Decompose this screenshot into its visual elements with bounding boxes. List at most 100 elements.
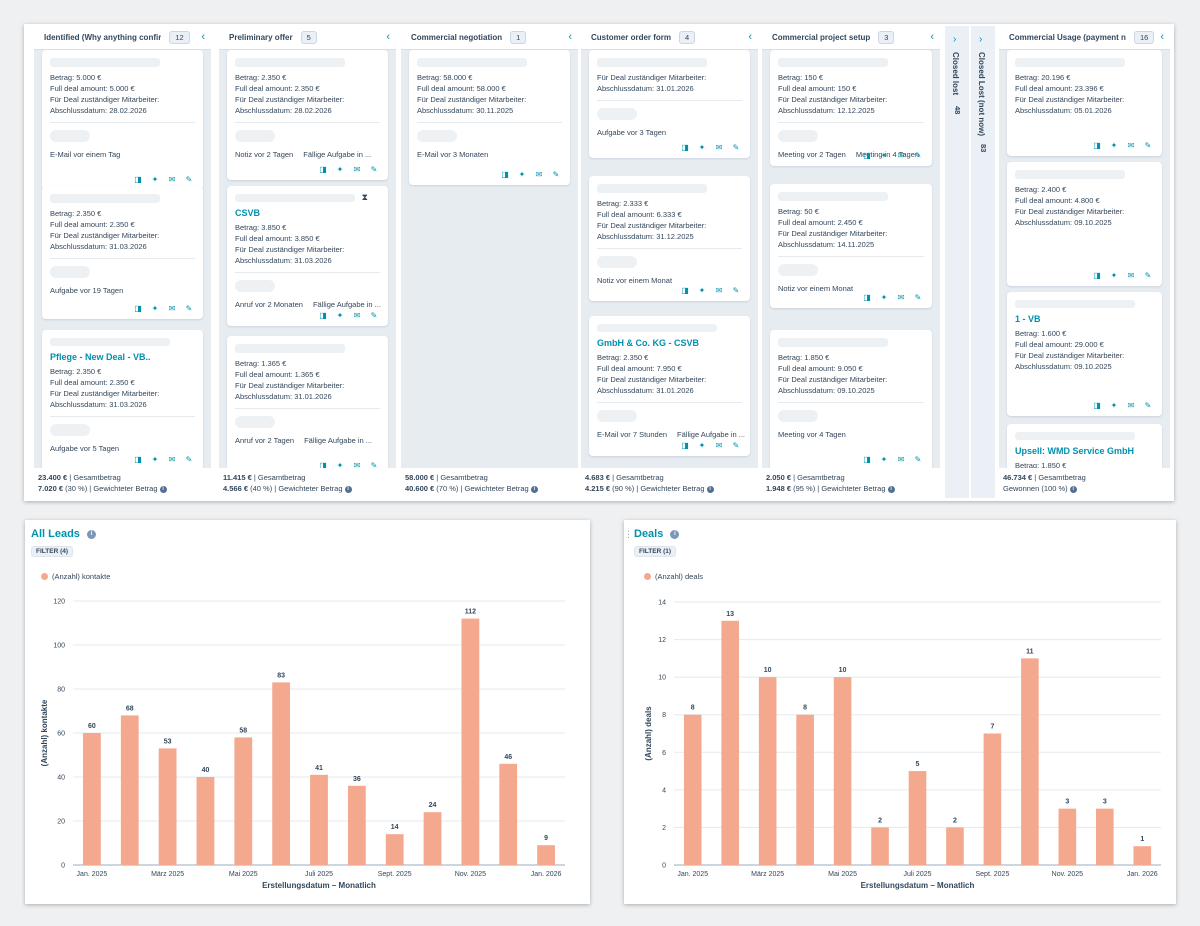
- email-icon[interactable]: ✉: [168, 455, 176, 464]
- deal-card[interactable]: Betrag: 1.365 € Full deal amount: 1.365 €…: [227, 336, 388, 468]
- edit-icon[interactable]: ✎: [370, 311, 378, 320]
- chart-bar[interactable]: [908, 771, 927, 865]
- chart-bar[interactable]: [983, 733, 1002, 866]
- expand-chevron-icon[interactable]: ›: [979, 34, 983, 45]
- deal-card[interactable]: Pflege - New Deal - VB.. Betrag: 2.350 € F…: [42, 330, 203, 468]
- email-icon[interactable]: ✉: [353, 165, 361, 174]
- deal-card[interactable]: 1 - VB Betrag: 1.600 € Full deal amount: 2…: [1007, 292, 1162, 416]
- column-header[interactable]: Commercial Usage (payment n 16 ‹: [999, 26, 1170, 50]
- email-icon[interactable]: ✉: [715, 441, 723, 450]
- deal-card[interactable]: Betrag: 2.333 € Full deal amount: 6.333 €…: [589, 176, 750, 301]
- deal-title-link[interactable]: CSVB: [235, 208, 261, 218]
- ai-assist-icon[interactable]: ✦: [336, 461, 344, 469]
- info-icon[interactable]: i: [159, 485, 167, 493]
- collapse-chevron-icon[interactable]: ‹: [748, 31, 752, 43]
- preview-icon[interactable]: ◨: [1093, 141, 1101, 150]
- deal-card[interactable]: Betrag: 2.400 € Full deal amount: 4.800 €…: [1007, 162, 1162, 286]
- ai-assist-icon[interactable]: ✦: [336, 165, 344, 174]
- expand-chevron-icon[interactable]: ›: [953, 34, 957, 45]
- chart-bar[interactable]: [796, 714, 814, 865]
- collapsed-column[interactable]: › Closed lost 48: [945, 26, 971, 498]
- chart-bar[interactable]: [1058, 808, 1077, 865]
- preview-icon[interactable]: ◨: [1093, 271, 1101, 280]
- report-title[interactable]: All Leads i: [31, 528, 96, 540]
- info-icon[interactable]: i: [530, 485, 538, 493]
- preview-icon[interactable]: ◨: [501, 170, 509, 179]
- collapse-chevron-icon[interactable]: ‹: [930, 31, 934, 43]
- preview-icon[interactable]: ◨: [134, 175, 142, 184]
- collapsed-column[interactable]: › Closed Lost (not now) 83: [971, 26, 997, 498]
- chart-bar[interactable]: [272, 682, 291, 865]
- email-icon[interactable]: ✉: [715, 286, 723, 295]
- email-icon[interactable]: ✉: [353, 461, 361, 469]
- chart-bar[interactable]: [234, 737, 253, 865]
- column-header[interactable]: Identified (Why anything confir 12 ‹: [34, 26, 211, 50]
- drag-handle-icon[interactable]: ⋮: [624, 529, 633, 539]
- column-header[interactable]: Customer order form 4 ‹: [581, 26, 758, 50]
- deal-card[interactable]: Betrag: 150 € Full deal amount: 150 € Für …: [770, 50, 932, 166]
- ai-assist-icon[interactable]: ✦: [1110, 401, 1118, 410]
- preview-icon[interactable]: ◨: [134, 304, 142, 313]
- preview-icon[interactable]: ◨: [863, 293, 871, 302]
- deal-card[interactable]: Betrag: 50 € Full deal amount: 2.450 € Für…: [770, 184, 932, 308]
- ai-assist-icon[interactable]: ✦: [880, 455, 888, 464]
- edit-icon[interactable]: ✎: [1144, 271, 1152, 280]
- chart-bar[interactable]: [310, 774, 328, 865]
- email-icon[interactable]: ✉: [897, 455, 905, 464]
- chart-bar[interactable]: [461, 618, 480, 865]
- collapse-chevron-icon[interactable]: ‹: [1160, 31, 1164, 43]
- deal-card[interactable]: Betrag: 2.350 € Full deal amount: 2.350 €…: [227, 50, 388, 180]
- email-icon[interactable]: ✉: [168, 175, 176, 184]
- preview-icon[interactable]: ◨: [681, 143, 689, 152]
- collapse-chevron-icon[interactable]: ‹: [386, 31, 390, 43]
- deal-title-link[interactable]: GmbH & Co. KG - CSVB: [597, 338, 700, 348]
- ai-assist-icon[interactable]: ✦: [151, 455, 159, 464]
- collapse-chevron-icon[interactable]: ‹: [201, 31, 205, 43]
- deal-title-link[interactable]: Upsell: WMD Service GmbH: [1015, 446, 1135, 456]
- edit-icon[interactable]: ✎: [732, 286, 740, 295]
- preview-icon[interactable]: ◨: [319, 461, 327, 469]
- info-icon[interactable]: i: [670, 529, 680, 539]
- chart-bar[interactable]: [1096, 808, 1114, 865]
- deal-title-link[interactable]: 1 - VB: [1015, 314, 1041, 324]
- email-icon[interactable]: ✉: [1127, 271, 1135, 280]
- email-icon[interactable]: ✉: [168, 304, 176, 313]
- deal-card[interactable]: Betrag: 1.850 € Full deal amount: 9.050 €…: [770, 330, 932, 468]
- chart-bar[interactable]: [721, 620, 739, 865]
- info-icon[interactable]: i: [344, 485, 352, 493]
- chart-bar[interactable]: [120, 715, 139, 865]
- edit-icon[interactable]: ✎: [185, 304, 193, 313]
- chart-bar[interactable]: [946, 827, 964, 865]
- preview-icon[interactable]: ◨: [681, 441, 689, 450]
- chart-bar[interactable]: [385, 834, 404, 865]
- email-icon[interactable]: ✉: [897, 151, 905, 160]
- ai-assist-icon[interactable]: ✦: [1110, 271, 1118, 280]
- edit-icon[interactable]: ✎: [914, 455, 922, 464]
- deal-card[interactable]: Betrag: 20.196 € Full deal amount: 23.396…: [1007, 50, 1162, 156]
- preview-icon[interactable]: ◨: [134, 455, 142, 464]
- chart-bar[interactable]: [499, 763, 518, 865]
- chart-bar[interactable]: [83, 733, 101, 865]
- edit-icon[interactable]: ✎: [914, 151, 922, 160]
- info-icon[interactable]: i: [706, 485, 714, 493]
- preview-icon[interactable]: ◨: [319, 311, 327, 320]
- edit-icon[interactable]: ✎: [732, 441, 740, 450]
- email-icon[interactable]: ✉: [353, 311, 361, 320]
- ai-assist-icon[interactable]: ✦: [151, 304, 159, 313]
- ai-assist-icon[interactable]: ✦: [151, 175, 159, 184]
- ai-assist-icon[interactable]: ✦: [880, 293, 888, 302]
- collapse-chevron-icon[interactable]: ‹: [568, 31, 572, 43]
- ai-assist-icon[interactable]: ✦: [698, 441, 706, 450]
- edit-icon[interactable]: ✎: [552, 170, 560, 179]
- preview-icon[interactable]: ◨: [319, 165, 327, 174]
- info-icon[interactable]: i: [86, 529, 96, 539]
- preview-icon[interactable]: ◨: [1093, 401, 1101, 410]
- column-header[interactable]: Commercial negotiation 1 ‹: [401, 26, 578, 50]
- report-title[interactable]: Deals i: [634, 528, 680, 540]
- filter-badge[interactable]: FILTER (1): [634, 546, 677, 557]
- chart-bar[interactable]: [423, 812, 442, 865]
- email-icon[interactable]: ✉: [715, 143, 723, 152]
- edit-icon[interactable]: ✎: [732, 143, 740, 152]
- deal-card[interactable]: CSVB ⧗ Betrag: 3.850 € Full deal amount: 3.…: [227, 186, 388, 326]
